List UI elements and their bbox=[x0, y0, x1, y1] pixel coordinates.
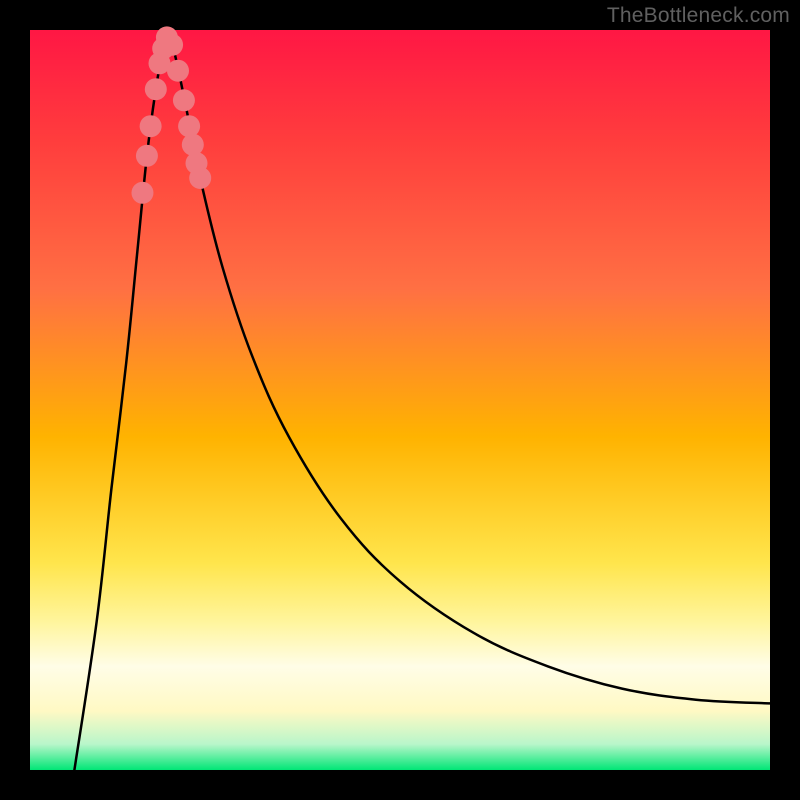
watermark-text: TheBottleneck.com bbox=[607, 4, 790, 28]
data-marker bbox=[131, 182, 153, 204]
data-marker bbox=[173, 89, 195, 111]
data-marker bbox=[189, 167, 211, 189]
data-marker bbox=[145, 78, 167, 100]
data-marker bbox=[182, 134, 204, 156]
data-marker bbox=[167, 60, 189, 82]
data-marker bbox=[140, 115, 162, 137]
plot-background bbox=[30, 30, 770, 770]
data-marker bbox=[161, 34, 183, 56]
data-marker bbox=[178, 115, 200, 137]
bottleneck-chart bbox=[0, 0, 800, 800]
chart-container: TheBottleneck.com bbox=[0, 0, 800, 800]
data-marker bbox=[136, 145, 158, 167]
